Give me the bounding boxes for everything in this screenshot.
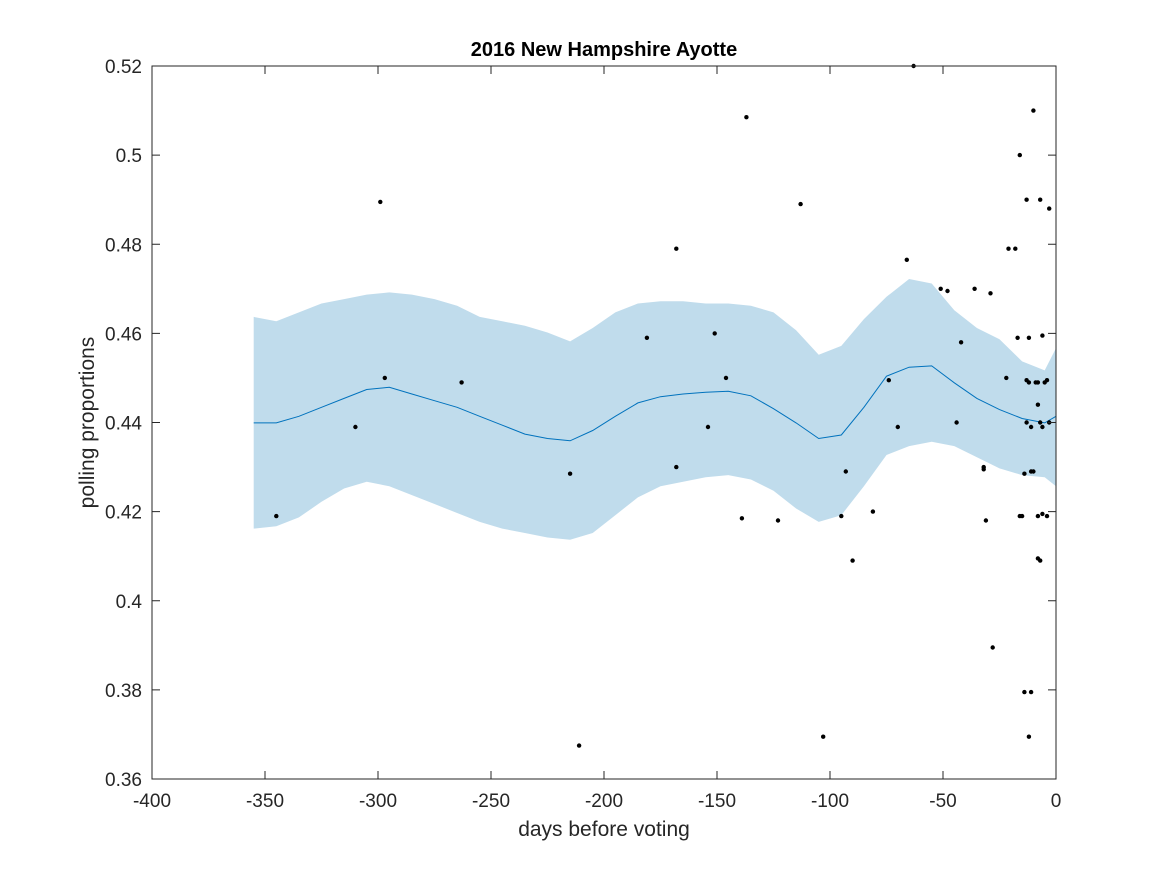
data-point [1044,378,1050,383]
chart-title: 2016 New Hampshire Ayotte [471,39,737,61]
data-point [1024,420,1029,425]
ticks: -400 -350 -300 -250 -200 -150 -100 -50 0 0.36 0.38… [105,57,1061,812]
y-tick-label: 0.46 [105,324,142,345]
x-tick-label: -200 [585,791,623,812]
data-point [981,467,986,472]
data-point [1017,152,1022,158]
data-point [1024,197,1029,202]
y-tick-label: 0.5 [116,146,142,167]
x-tick-label: -50 [929,791,956,812]
data-point [1038,420,1043,425]
data-point [1044,513,1050,519]
data-point [1028,424,1034,430]
data-point [1040,424,1045,430]
y-tick-label: 0.4 [116,592,143,613]
data-point [775,518,781,523]
data-point [459,380,464,385]
data-point [1038,558,1043,563]
data-point [1031,469,1036,474]
data-point [945,288,950,294]
data-point [938,286,943,291]
data-point [1006,246,1011,251]
data-point [1015,335,1020,340]
data-point [1028,689,1034,695]
data-point [850,558,855,563]
data-point [1040,511,1045,517]
data-point [972,286,977,291]
data-point [1026,734,1032,739]
data-point [988,291,993,296]
data-point [274,513,279,519]
data-point [1035,380,1041,385]
y-tick-label: 0.44 [105,414,142,435]
x-tick-label: -250 [472,791,510,812]
data-point [1038,197,1043,202]
data-point [843,469,848,474]
y-tick-label: 0.38 [105,681,142,702]
data-point [353,424,358,430]
y-axis-label: polling proportions [76,337,99,509]
data-point [674,464,679,470]
data-point [1047,206,1052,211]
data-point [1026,380,1032,385]
data-point [954,420,959,425]
mean-line [253,365,1057,442]
data-point [990,645,995,650]
data-point [1035,402,1041,407]
plot-area [253,63,1057,748]
x-tick-label: -100 [811,791,849,812]
x-tick-label: -350 [246,791,284,812]
data-point [798,201,803,207]
data-point [644,335,650,340]
data-point [1022,471,1027,476]
y-tick-label: 0.42 [105,503,142,524]
confidence-band [253,279,1056,540]
data-point [744,115,749,120]
data-point [1026,335,1032,340]
data-point [886,378,891,383]
x-axis-label: days before voting [518,818,690,841]
data-point [983,518,989,523]
data-point [712,331,717,336]
data-point [1031,108,1036,113]
data-point [1019,513,1025,519]
data-point [904,257,909,262]
data-point [1040,333,1045,338]
data-point [1035,513,1041,519]
data-point [895,424,900,430]
data-point [1013,246,1018,251]
data-point [576,743,582,748]
data-point [705,424,711,430]
data-point [839,513,844,519]
data-point [378,199,383,205]
y-tick-label: 0.48 [105,235,142,256]
data-point [870,509,876,514]
data-point [958,340,964,345]
data-point [1004,375,1009,381]
data-point [739,516,745,521]
x-tick-label: 0 [1051,791,1062,812]
x-tick-label: -300 [359,791,397,812]
data-point [674,246,679,251]
data-point [723,375,729,381]
data-point [821,734,826,739]
data-point [1022,689,1027,695]
data-point [567,471,573,476]
x-tick-label: -400 [133,791,171,812]
y-tick-label: 0.52 [105,57,142,78]
data-point [382,375,387,381]
x-tick-label: -150 [698,791,736,812]
y-tick-label: 0.36 [105,770,142,791]
